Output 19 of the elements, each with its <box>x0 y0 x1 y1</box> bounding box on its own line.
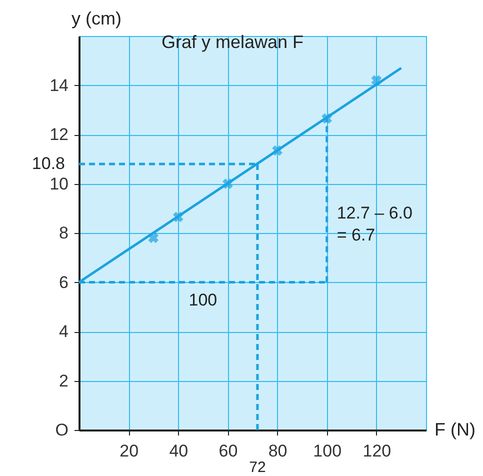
y-tick-label: 2 <box>59 371 68 390</box>
x-tick-label: 80 <box>268 442 288 460</box>
x-tick-label: 120 <box>362 442 392 460</box>
annotation: 72 <box>249 459 266 476</box>
y-tick-label: 6 <box>59 272 68 292</box>
y-tick-label: 4 <box>59 322 68 341</box>
y-tick-label: 8 <box>59 224 68 242</box>
y-tick-label: 10 <box>50 174 68 194</box>
y-tick-label: O <box>55 420 68 440</box>
annotation: 10.8 <box>32 154 65 174</box>
x-tick-label: 20 <box>120 442 139 460</box>
y-tick-label: 12 <box>50 125 68 144</box>
x-tick-label: 60 <box>218 442 238 460</box>
y-axis-title: y (cm) <box>72 8 122 28</box>
x-axis-title: F (N) <box>434 420 476 440</box>
y-tick-label: 14 <box>50 76 68 95</box>
x-tick-label: 40 <box>169 442 188 460</box>
x-tick-label: 100 <box>313 442 342 460</box>
annotation: 100 <box>188 290 218 310</box>
